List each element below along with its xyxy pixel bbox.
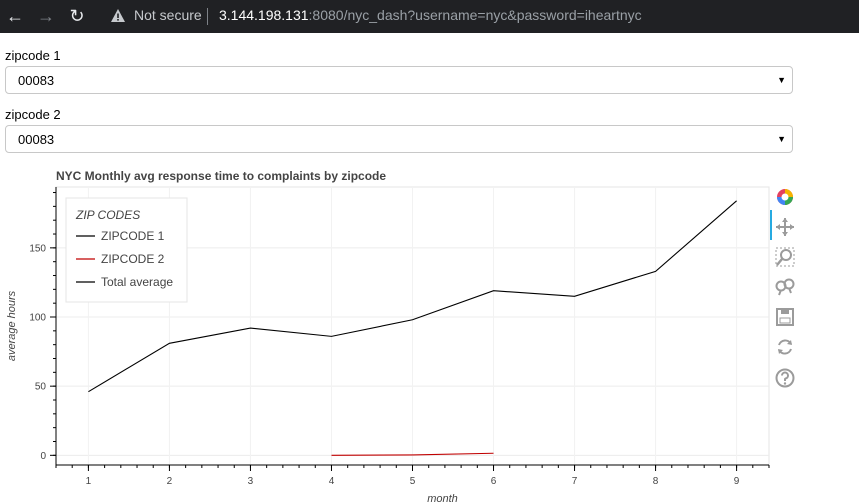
y-tick-label: 150 xyxy=(29,243,46,254)
zipcode1-value: 00083 xyxy=(18,73,55,88)
zipcode1-label: zipcode 1 xyxy=(5,48,61,63)
wheel-zoom-icon[interactable] xyxy=(774,276,796,298)
y-axis-label: average hours xyxy=(6,290,18,361)
zipcode2-value: 00083 xyxy=(18,132,55,147)
save-icon[interactable] xyxy=(774,306,796,328)
y-tick-label: 0 xyxy=(40,451,46,462)
zipcode1-select[interactable]: 00083 ▼ xyxy=(5,66,793,94)
zipcode2-select[interactable]: 00083 ▼ xyxy=(5,125,793,153)
browser-toolbar: ← → ↻ Not secure 3.144.198.131:8080/nyc_… xyxy=(0,0,859,33)
x-tick-label: 6 xyxy=(491,476,497,487)
legend-title: ZIP CODES xyxy=(75,208,140,222)
url-path: :8080/nyc_dash?username=nyc&password=ihe… xyxy=(308,7,642,23)
series-line-zipcode-2 xyxy=(331,452,494,456)
x-tick-label: 8 xyxy=(653,476,659,487)
chart-title: NYC Monthly avg response time to complai… xyxy=(56,169,386,183)
response-time-chart[interactable]: NYC Monthly avg response time to complai… xyxy=(0,160,859,504)
pan-icon[interactable] xyxy=(774,216,796,238)
x-tick-label: 4 xyxy=(329,476,335,487)
url-host: 3.144.198.131 xyxy=(219,7,309,23)
legend-entry: ZIPCODE 2 xyxy=(101,252,165,266)
x-tick-label: 3 xyxy=(248,476,254,487)
y-tick-label: 100 xyxy=(29,313,46,324)
not-secure-label[interactable]: Not secure xyxy=(134,7,202,23)
help-icon[interactable] xyxy=(774,367,796,389)
x-tick-label: 1 xyxy=(86,476,92,487)
x-tick-label: 5 xyxy=(410,476,416,487)
zipcode2-label: zipcode 2 xyxy=(5,107,61,122)
box-zoom-icon[interactable] xyxy=(774,246,796,268)
series-line-total-average xyxy=(88,200,737,393)
legend-entry: Total average xyxy=(101,275,173,289)
url-separator xyxy=(207,8,208,25)
legend-entry: ZIPCODE 1 xyxy=(101,229,165,243)
legend-box xyxy=(65,197,188,303)
active-tool-indicator xyxy=(770,210,772,240)
chevron-down-icon: ▼ xyxy=(777,75,786,85)
x-axis-label: month xyxy=(427,493,458,504)
bokeh-logo-icon[interactable] xyxy=(774,186,796,208)
x-tick-label: 7 xyxy=(572,476,578,487)
address-bar[interactable]: 3.144.198.131:8080/nyc_dash?username=nyc… xyxy=(219,7,642,23)
x-tick-label: 2 xyxy=(167,476,173,487)
reload-icon[interactable]: ↻ xyxy=(69,6,85,26)
warning-icon[interactable] xyxy=(110,8,126,24)
x-tick-label: 9 xyxy=(734,476,740,487)
forward-arrow-icon[interactable]: → xyxy=(37,6,55,26)
back-arrow-icon[interactable]: ← xyxy=(6,6,24,26)
reset-icon[interactable] xyxy=(774,336,796,358)
chevron-down-icon: ▼ xyxy=(777,134,786,144)
y-tick-label: 50 xyxy=(35,382,47,393)
